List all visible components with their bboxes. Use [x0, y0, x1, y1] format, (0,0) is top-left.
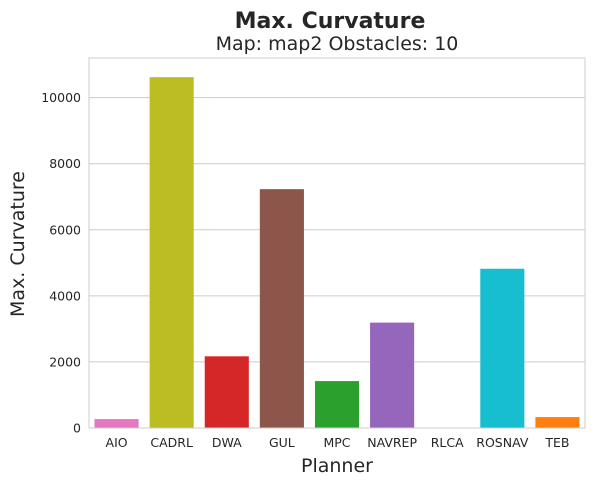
x-tick-label-navrep: NAVREP: [367, 435, 417, 450]
y-tick-label: 6000: [49, 222, 81, 237]
y-tick-label: 2000: [49, 354, 81, 369]
y-tick-labels: 0 2000 4000 6000 8000 10000: [41, 90, 81, 435]
x-tick-labels: AIO CADRL DWA GUL MPC NAVREP RLCA ROSNAV TEB: [106, 435, 570, 450]
y-tick-label: 10000: [41, 90, 81, 105]
x-tick-label-rosnav: ROSNAV: [476, 435, 529, 450]
y-tick-label: 0: [73, 421, 81, 436]
chart-suptitle: Max. Curvature: [235, 9, 426, 34]
chart-title: Map: map2 Obstacles: 10: [216, 33, 459, 55]
x-axis-label: Planner: [301, 455, 373, 477]
x-tick-label-dwa: DWA: [212, 435, 242, 450]
x-tick-label-aio: AIO: [106, 435, 128, 450]
bar-teb: [535, 417, 580, 428]
bar-cadrl: [149, 77, 194, 429]
bar-mpc: [314, 381, 360, 428]
bar-dwa: [204, 356, 249, 428]
bar-navrep: [370, 322, 415, 428]
y-tick-label: 8000: [49, 156, 81, 171]
x-tick-label-cadrl: CADRL: [150, 435, 193, 450]
y-axis-label: Max. Curvature: [7, 171, 29, 317]
x-tick-label-mpc: MPC: [323, 435, 350, 450]
x-tick-label-teb: TEB: [544, 435, 569, 450]
bar-aio: [94, 419, 139, 428]
bar-rosnav: [480, 268, 525, 428]
bars: [94, 77, 580, 429]
x-tick-label-rlca: RLCA: [431, 435, 464, 450]
bar-gul: [259, 189, 304, 428]
plot-frame: [88, 57, 586, 429]
y-tick-label: 4000: [49, 288, 81, 303]
x-tick-label-gul: GUL: [269, 435, 295, 450]
